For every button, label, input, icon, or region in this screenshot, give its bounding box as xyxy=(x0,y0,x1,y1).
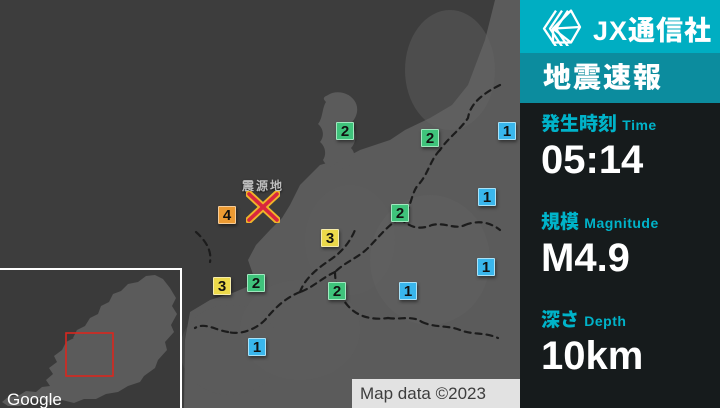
svg-text:Google: Google xyxy=(7,390,62,408)
